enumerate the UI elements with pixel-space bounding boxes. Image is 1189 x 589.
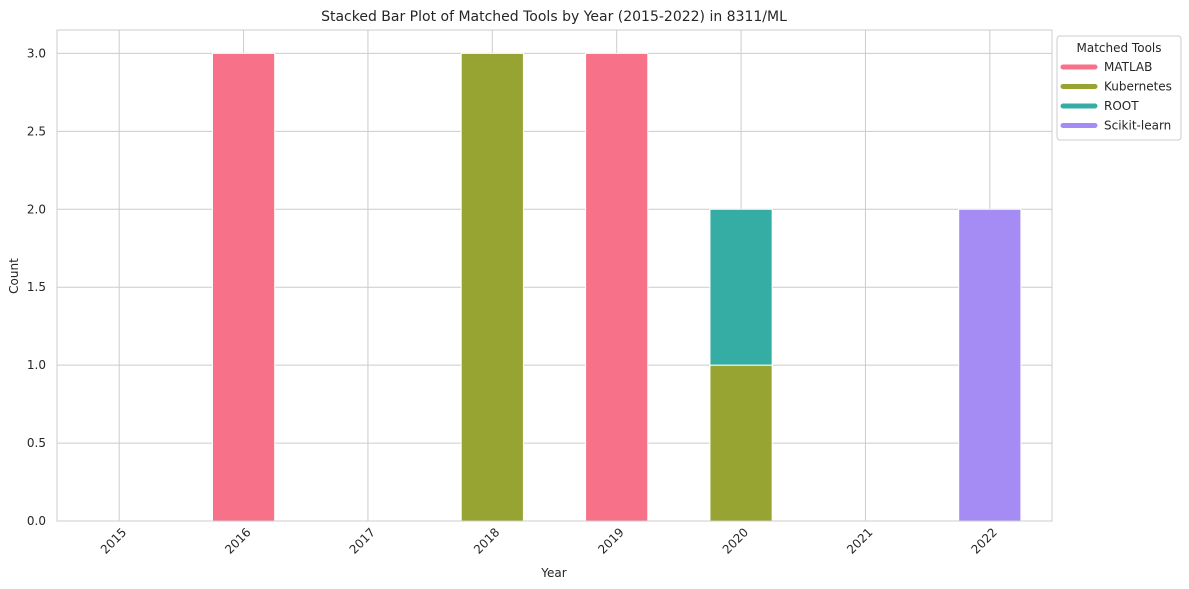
x-tick-label: 2019 — [595, 525, 626, 556]
bar-kubernetes-2018 — [460, 52, 524, 522]
bar-scikit-learn-2022 — [958, 208, 1022, 522]
x-tick-label: 2015 — [98, 525, 129, 556]
x-tick-label: 2016 — [222, 525, 253, 556]
legend-label: ROOT — [1104, 99, 1139, 113]
x-tick-label: 2021 — [844, 525, 875, 556]
y-tick-label: 1.0 — [27, 358, 46, 372]
x-axis-label: Year — [540, 566, 566, 580]
chart-title: Stacked Bar Plot of Matched Tools by Yea… — [321, 9, 787, 25]
bar-matlab-2016 — [211, 52, 276, 522]
y-tick-label: 0.0 — [27, 514, 46, 528]
y-tick-label: 2.0 — [27, 202, 46, 216]
y-tick-label: 0.5 — [27, 436, 46, 450]
plot-frame — [56, 29, 1053, 522]
x-tick-label: 2020 — [720, 525, 751, 556]
legend-title: Matched Tools — [1077, 41, 1162, 55]
y-tick-label: 3.0 — [27, 46, 46, 60]
plot-background — [57, 30, 1052, 521]
y-tick-labels: 0.0 0.5 1.0 1.5 2.0 2.5 3.0 — [27, 46, 46, 528]
bars — [211, 52, 1022, 522]
legend-label: Scikit-learn — [1104, 119, 1171, 133]
legend-items: MATLAB Kubernetes ROOT Scikit-learn — [1060, 60, 1172, 133]
bar-root-2020 — [709, 208, 773, 366]
legend-label: Kubernetes — [1104, 80, 1172, 94]
y-axis-label: Count — [7, 258, 21, 294]
legend: Matched Tools MATLAB Kubernetes ROOT Scikit… — [1056, 35, 1182, 141]
y-tick-label: 1.5 — [27, 280, 46, 294]
x-tick-label: 2017 — [347, 525, 378, 556]
bar-matlab-2019 — [585, 52, 649, 522]
x-tick-label: 2018 — [471, 525, 502, 556]
x-tick-label: 2022 — [968, 525, 999, 556]
legend-label: MATLAB — [1104, 60, 1152, 74]
x-tick-labels: 2015 2016 2017 2018 2019 2020 2021 2022 — [98, 525, 1000, 556]
legend-box — [1056, 35, 1182, 141]
y-tick-label: 2.5 — [27, 124, 46, 138]
bar-kubernetes-2020 — [709, 364, 773, 522]
